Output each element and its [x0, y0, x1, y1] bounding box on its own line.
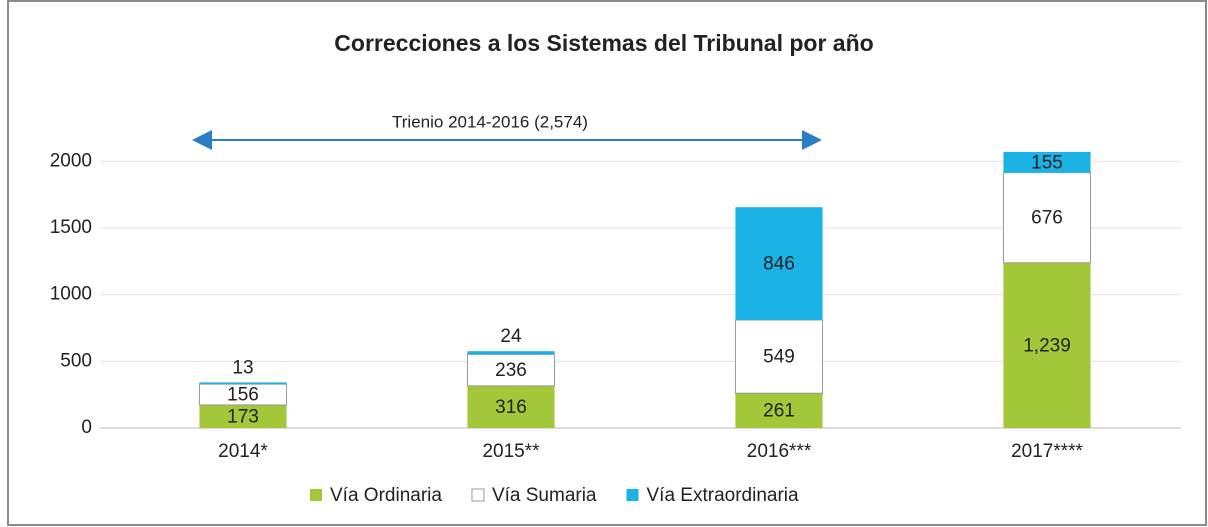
value-label: 261	[763, 401, 795, 422]
bar-segment	[1002, 172, 1092, 264]
legend-swatch	[310, 489, 322, 501]
bar-segment	[199, 404, 287, 428]
y-tick-label: 0	[81, 417, 92, 438]
bar-segment	[199, 382, 287, 385]
value-label: 24	[500, 326, 522, 347]
bar-segment	[735, 393, 823, 428]
annotation: Trienio 2014-2016 (2,574)	[392, 112, 588, 131]
chart-title: Correcciones a los Sistemas del Tribunal…	[334, 30, 873, 56]
legend-label: Vía Sumaria	[492, 485, 597, 506]
legend-swatch	[471, 488, 485, 502]
bar-segment	[1003, 152, 1091, 173]
y-tick-label: 1500	[50, 217, 92, 238]
value-label: 13	[232, 357, 253, 378]
x-tick-label: 2017****	[1011, 441, 1083, 462]
legend-swatch	[626, 489, 639, 501]
bar-segment	[1003, 262, 1091, 428]
value-label: 156	[227, 385, 259, 406]
value-label: 846	[763, 254, 795, 275]
legend-label: Vía Extraordinaria	[647, 485, 800, 506]
y-tick-label: 1000	[50, 284, 92, 305]
legend-label: Vía Ordinaria	[330, 485, 442, 506]
bar-segment	[467, 385, 555, 428]
bar-segment	[734, 319, 824, 394]
value-label: 676	[1031, 208, 1063, 229]
value-label: 549	[763, 347, 795, 368]
x-tick-label: 2015**	[482, 441, 540, 462]
y-tick-label: 500	[60, 350, 92, 371]
bar-segment	[467, 351, 555, 355]
value-label: 155	[1031, 152, 1063, 173]
value-label: 236	[495, 360, 527, 381]
y-tick-label: 2000	[50, 150, 92, 171]
value-label: 173	[227, 406, 259, 427]
x-tick-label: 2016***	[747, 441, 812, 462]
value-label: 1,239	[1023, 335, 1071, 356]
bar-segment	[735, 207, 823, 320]
value-label: 316	[495, 397, 527, 418]
x-tick-label: 2014*	[218, 441, 268, 462]
